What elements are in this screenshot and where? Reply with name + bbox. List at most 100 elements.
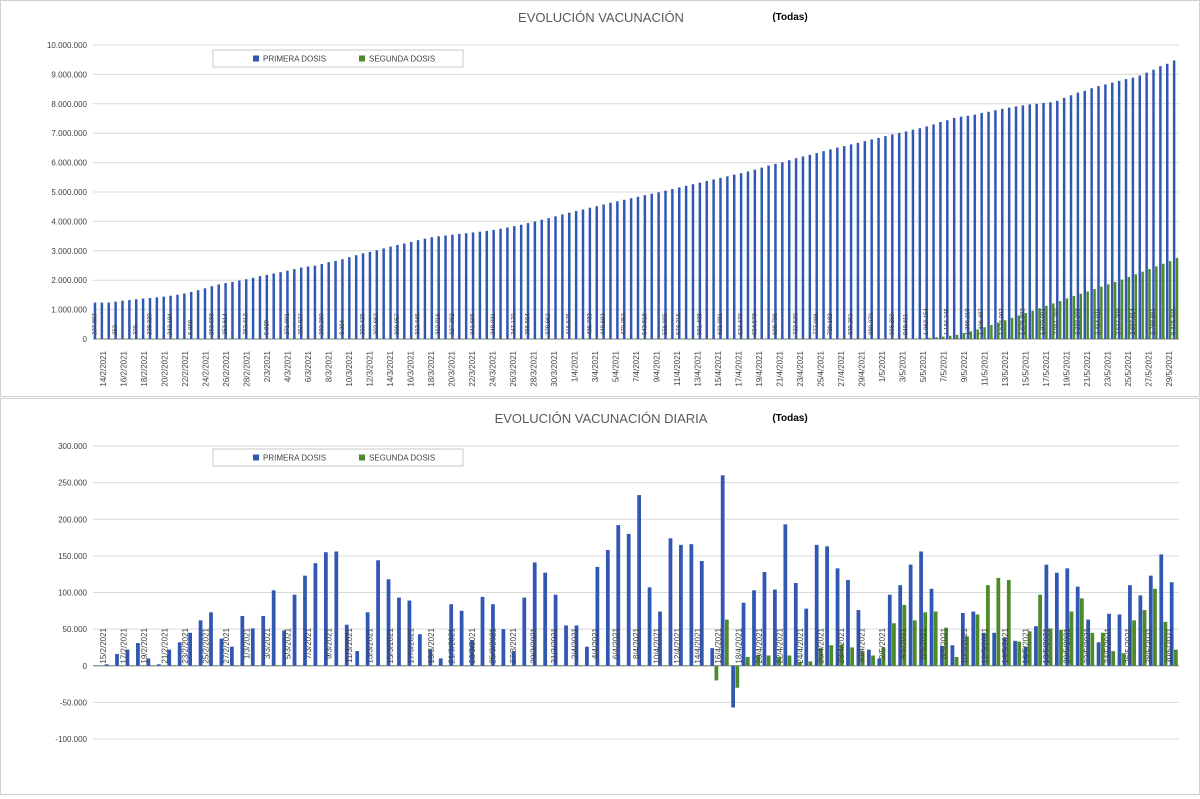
- bar-primera-dosis: [888, 595, 892, 666]
- x-tick-label: 30/3/2021: [550, 350, 559, 386]
- bar-primera-dosis: [108, 303, 110, 339]
- bar-value-label: 313.446: [415, 313, 421, 335]
- bar-value-label: 543.918: [642, 313, 648, 335]
- bar-primera-dosis: [891, 134, 893, 339]
- y-tick-label: 200.000: [58, 515, 87, 524]
- bar-value-label: 2.414.021: [1096, 308, 1102, 335]
- bar-primera-dosis: [909, 565, 913, 666]
- bar-segunda-dosis: [976, 614, 980, 665]
- x-tick-label: 23/5/2021: [1103, 350, 1112, 386]
- bar-value-label: 688.796: [773, 313, 779, 335]
- x-tick-label: 12/3/2021: [366, 350, 375, 386]
- bar-primera-dosis: [1029, 104, 1031, 339]
- x-tick-label: 9/5/2021: [960, 350, 969, 382]
- bar-primera-dosis: [481, 597, 485, 666]
- bar-value-label: 880.370: [869, 313, 875, 335]
- bar-primera-dosis: [522, 598, 526, 666]
- y-tick-label: 10.000.000: [47, 41, 88, 50]
- bar-primera-dosis: [272, 590, 276, 665]
- bar-primera-dosis: [731, 666, 735, 708]
- legend-label-segunda: SEGUNDA DOSIS: [369, 55, 435, 64]
- x-tick-label: 19/3/2021: [427, 627, 436, 663]
- bar-primera-dosis: [252, 278, 254, 339]
- bar-primera-dosis: [554, 216, 556, 339]
- x-tick-label: 15/4/2021: [714, 350, 723, 386]
- bar-segunda-dosis: [871, 655, 875, 665]
- bar-primera-dosis: [564, 625, 568, 665]
- bar-primera-dosis: [162, 297, 164, 339]
- bar-value-label: 253.698: [209, 313, 215, 335]
- bar-primera-dosis: [1118, 614, 1122, 665]
- bar-primera-dosis: [1077, 93, 1079, 339]
- x-tick-label: 14/3/2021: [386, 350, 395, 386]
- bar-primera-dosis: [460, 611, 464, 666]
- bar-primera-dosis: [403, 244, 405, 339]
- bar-primera-dosis: [932, 124, 934, 339]
- bar-primera-dosis: [348, 257, 350, 339]
- x-tick-label: 3/4/2021: [591, 350, 600, 382]
- bar-value-label: 341.605: [470, 313, 476, 335]
- x-tick-label: 12/5/2021: [980, 627, 989, 663]
- x-tick-label: 25/5/2021: [1124, 350, 1133, 386]
- x-tick-label: 24/4/2021: [796, 627, 805, 663]
- x-tick-label: 11/4/2021: [673, 350, 682, 386]
- chart-filter-label: (Todas): [772, 12, 807, 23]
- bar-value-label: 777.086: [814, 313, 820, 335]
- bar-primera-dosis: [870, 139, 872, 339]
- bar-primera-dosis: [606, 550, 610, 666]
- x-tick-label: 13/4/2021: [693, 350, 702, 386]
- bar-primera-dosis: [1173, 60, 1175, 339]
- bar-segunda-dosis: [949, 336, 951, 339]
- x-tick-label: 23/2/2021: [181, 627, 190, 663]
- bar-primera-dosis: [543, 573, 547, 666]
- bar-primera-dosis: [596, 206, 598, 339]
- bar-primera-dosis: [877, 138, 879, 339]
- bar-primera-dosis: [101, 303, 103, 339]
- bar-segunda-dosis: [850, 647, 854, 665]
- x-tick-label: 18/3/2021: [427, 350, 436, 386]
- bar-primera-dosis: [733, 175, 735, 339]
- x-tick-label: 15/3/2021: [386, 627, 395, 663]
- bar-segunda-dosis: [715, 666, 719, 681]
- bar-segunda-dosis: [1153, 589, 1157, 666]
- x-tick-label: 22/3/2021: [468, 350, 477, 386]
- y-tick-label: 100.000: [58, 589, 87, 598]
- bar-primera-dosis: [1049, 102, 1051, 339]
- bar-primera-dosis: [1034, 626, 1038, 666]
- bar-primera-dosis: [1042, 103, 1044, 339]
- x-tick-label: 31/3/2021: [550, 627, 559, 663]
- bar-primera-dosis: [898, 133, 900, 339]
- bar-primera-dosis: [616, 201, 618, 339]
- x-tick-label: 21/2/2021: [161, 627, 170, 663]
- bar-primera-dosis: [534, 221, 536, 339]
- bar-primera-dosis: [217, 284, 219, 339]
- bar-primera-dosis: [1166, 64, 1168, 339]
- bar-value-label: 243.184: [168, 313, 174, 335]
- x-tick-label: 15/2/2021: [99, 627, 108, 663]
- bar-primera-dosis: [272, 274, 274, 339]
- bar-primera-dosis: [1008, 108, 1010, 339]
- bar-value-label: 9.476.406: [1172, 308, 1178, 335]
- x-tick-label: 2/4/2021: [571, 627, 580, 659]
- bar-primera-dosis: [857, 143, 859, 339]
- bar-primera-dosis: [1111, 83, 1113, 339]
- x-tick-label: 20/5/2021: [1062, 627, 1071, 663]
- bar-value-label: 621.981: [718, 313, 724, 335]
- bar-segunda-dosis: [1141, 272, 1143, 339]
- x-tick-label: 7/4/2021: [632, 350, 641, 382]
- bar-primera-dosis: [1055, 573, 1059, 666]
- bar-primera-dosis: [128, 300, 130, 339]
- legend-label-segunda: SEGUNDA DOSIS: [369, 454, 435, 463]
- bar-value-label: 238.320: [147, 313, 153, 335]
- bar-segunda-dosis: [913, 620, 917, 665]
- x-tick-label: 18/2/2021: [140, 350, 149, 386]
- bar-primera-dosis: [657, 192, 659, 339]
- x-tick-label: 14/4/2021: [693, 627, 702, 663]
- bar-primera-dosis: [712, 179, 714, 339]
- bar-primera-dosis: [627, 534, 631, 666]
- x-tick-label: 1/5/2021: [878, 350, 887, 382]
- bar-value-label: 253.614: [223, 313, 229, 335]
- bar-value-label: 5.929: [264, 319, 270, 335]
- bar-primera-dosis: [809, 155, 811, 339]
- x-tick-label: 3/5/2021: [898, 350, 907, 382]
